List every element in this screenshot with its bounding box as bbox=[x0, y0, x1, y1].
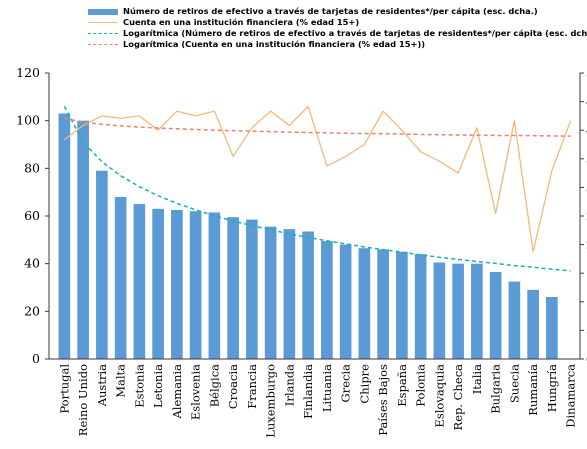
bar bbox=[546, 297, 558, 359]
x-tick-label: España bbox=[395, 364, 409, 407]
legend-label-line: Cuenta en una institución financiera (% … bbox=[123, 17, 360, 27]
bar bbox=[283, 229, 296, 359]
bars-group bbox=[58, 113, 558, 360]
x-tick-label: Croacia bbox=[226, 364, 240, 409]
legend-item-line: Cuenta en una institución financiera (% … bbox=[88, 17, 587, 28]
chart-legend: Número de retiros de efectivo a través d… bbox=[88, 6, 587, 50]
x-tick-label: Reino Unido bbox=[76, 364, 90, 436]
bar bbox=[358, 248, 371, 359]
y-tick-label: 40 bbox=[24, 256, 40, 271]
bar bbox=[339, 244, 352, 359]
bar bbox=[508, 281, 521, 359]
legend-label-log-bars: Logarítmica (Número de retiros de efecti… bbox=[123, 28, 587, 38]
trend-line bbox=[64, 117, 571, 137]
bar bbox=[189, 211, 202, 359]
bar bbox=[152, 208, 164, 359]
x-tick-label: Rep. Checa bbox=[451, 364, 465, 431]
x-tick-label: Lituania bbox=[320, 364, 334, 412]
x-tick-label: Grecia bbox=[339, 364, 353, 403]
x-tick-label: Irlanda bbox=[282, 364, 296, 406]
x-tick-label: Italia bbox=[470, 364, 484, 394]
bar bbox=[133, 204, 146, 359]
x-tick-label: Bulgaria bbox=[489, 364, 503, 414]
bar bbox=[433, 262, 446, 359]
y-tick-label: 100 bbox=[16, 113, 40, 128]
x-tick-label: Austria bbox=[95, 364, 109, 407]
x-tick-label: Portugal bbox=[57, 364, 71, 414]
x-tick-label: Bélgica bbox=[207, 364, 221, 407]
x-tick-label: Rumanía bbox=[526, 364, 540, 416]
lines-group bbox=[63, 105, 572, 272]
x-tick-label: Países Bajos bbox=[376, 364, 390, 436]
y-tick-label: 120 bbox=[16, 65, 40, 80]
legend-item-log-line: Logarítmica (Cuenta en una institución f… bbox=[88, 39, 587, 50]
legend-label-bars: Número de retiros de efectivo a través d… bbox=[123, 6, 538, 16]
bar bbox=[471, 263, 483, 359]
bar bbox=[489, 272, 502, 359]
x-tick-label: Eslovenia bbox=[189, 364, 203, 420]
bar bbox=[77, 120, 89, 359]
bar bbox=[302, 231, 314, 359]
legend-swatch-log-bars bbox=[88, 33, 118, 34]
bar bbox=[452, 263, 464, 359]
x-tick-label: Finlandia bbox=[301, 364, 315, 419]
bar bbox=[171, 210, 183, 359]
legend-item-bars: Número de retiros de efectivo a través d… bbox=[88, 6, 587, 17]
y-tick-label: 60 bbox=[24, 208, 40, 223]
bar bbox=[58, 113, 71, 360]
x-tick-label: Chipre bbox=[357, 364, 371, 404]
legend-swatch-line bbox=[88, 22, 118, 23]
bar bbox=[246, 219, 258, 359]
labels-group: 02040608010012005112233445PortugalReino … bbox=[16, 65, 587, 438]
trend-line bbox=[63, 106, 571, 272]
bar bbox=[227, 217, 239, 359]
x-tick-label: Estonia bbox=[132, 364, 146, 408]
y-tick-label: 20 bbox=[24, 303, 40, 318]
x-tick-label: Polonia bbox=[414, 364, 428, 407]
y-tick-label: 0 bbox=[32, 351, 40, 366]
bar bbox=[377, 249, 389, 359]
bar bbox=[321, 241, 333, 359]
x-tick-label: Luxemburgo bbox=[264, 364, 278, 438]
series-line bbox=[63, 105, 572, 253]
legend-label-log-line: Logarítmica (Cuenta en una institución f… bbox=[123, 39, 426, 49]
x-tick-label: Suecia bbox=[507, 364, 521, 403]
bar bbox=[96, 170, 108, 359]
x-tick-label: Dinamarca bbox=[564, 364, 578, 428]
x-tick-label: Francia bbox=[245, 364, 259, 409]
bar bbox=[114, 196, 127, 359]
bar bbox=[208, 212, 221, 359]
legend-swatch-log-line bbox=[88, 44, 118, 45]
legend-item-log-bars: Logarítmica (Número de retiros de efecti… bbox=[88, 28, 587, 39]
x-tick-label: Hungría bbox=[545, 364, 559, 412]
x-tick-label: Malta bbox=[114, 364, 128, 398]
x-tick-label: Letonia bbox=[151, 364, 165, 408]
legend-swatch-bars bbox=[88, 8, 118, 15]
x-tick-label: Eslovaquia bbox=[432, 364, 446, 428]
bar bbox=[527, 289, 539, 359]
bar bbox=[396, 251, 408, 359]
axes-group bbox=[45, 72, 584, 360]
y-tick-label: 80 bbox=[24, 160, 40, 175]
x-tick-label: Alemania bbox=[170, 364, 184, 420]
bar bbox=[414, 254, 427, 359]
bar bbox=[264, 226, 277, 359]
